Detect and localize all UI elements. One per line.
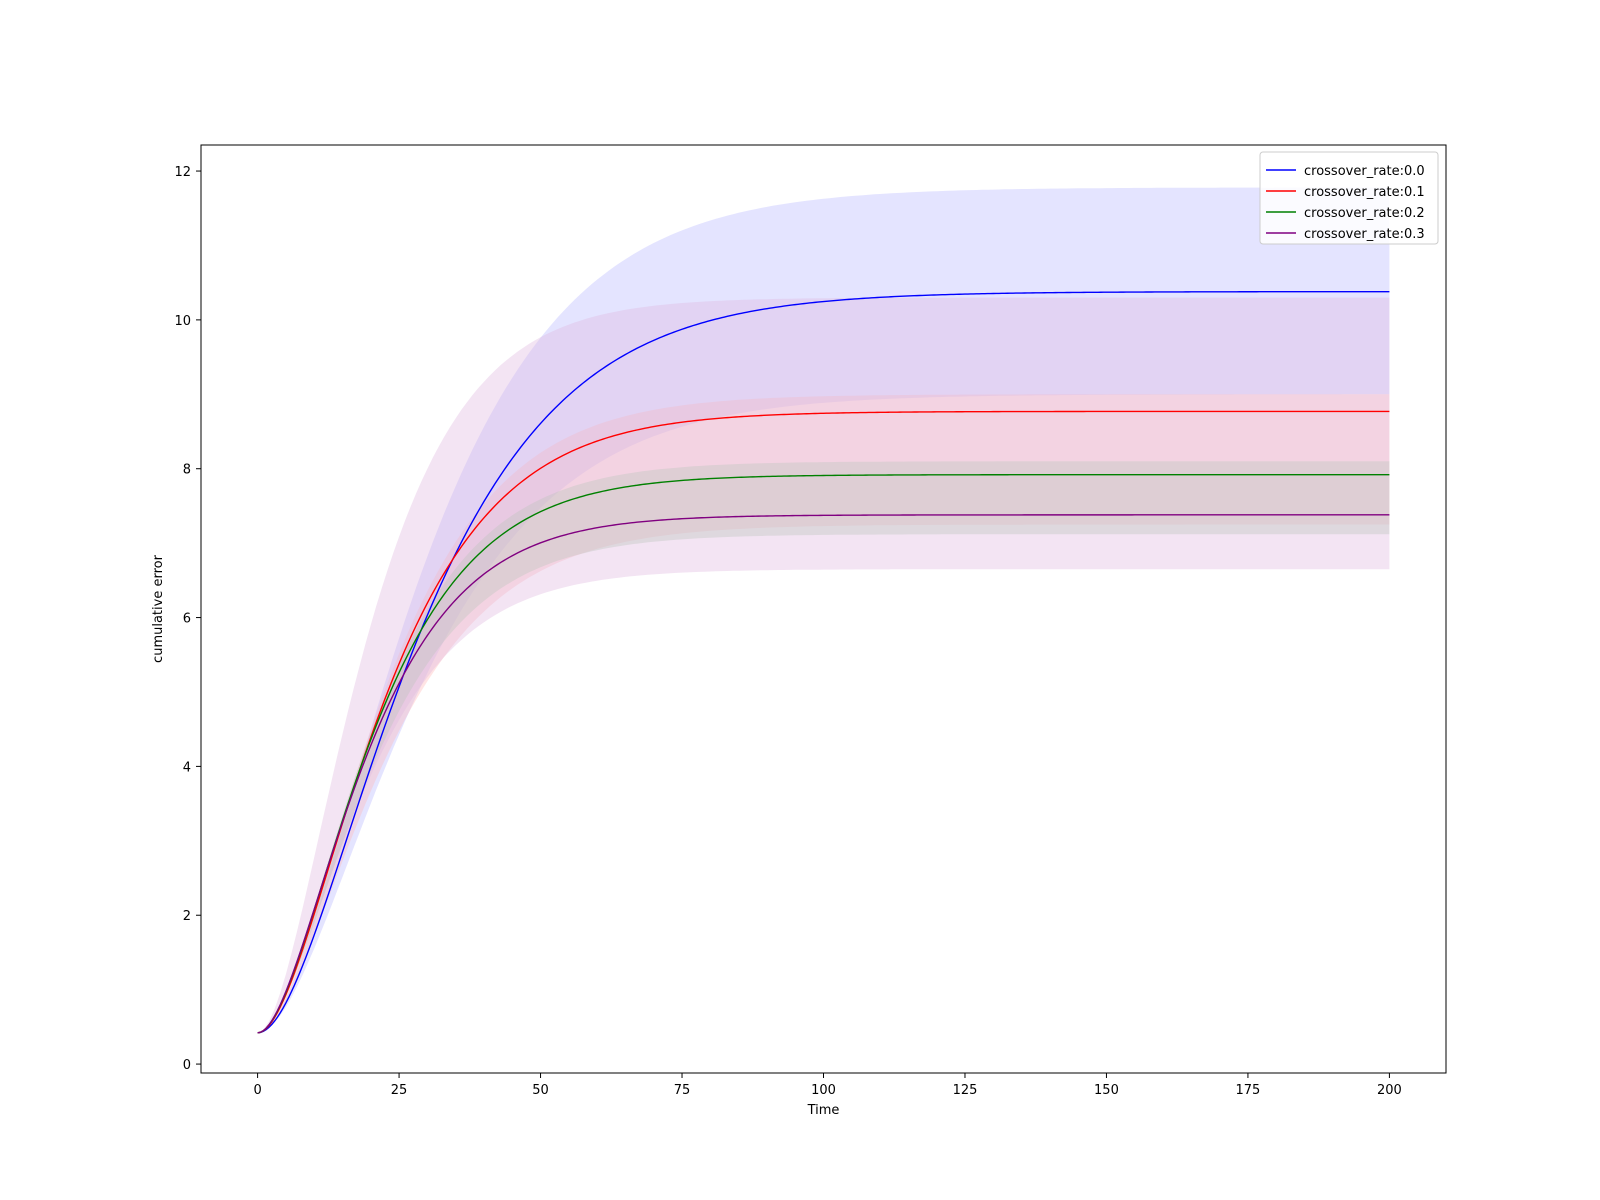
x-tick-label: 100 [811, 1083, 836, 1098]
legend-box [1259, 151, 1439, 245]
x-tick-label: 200 [1377, 1083, 1402, 1098]
y-tick-label: 12 [174, 165, 191, 180]
x-tick-label: 0 [253, 1083, 261, 1098]
error-band-0 [257, 187, 1390, 1033]
x-tick-label: 150 [1094, 1083, 1119, 1098]
y-tick-label: 8 [183, 463, 191, 478]
y-tick-label: 4 [183, 760, 191, 775]
series-line-3 [257, 514, 1390, 1034]
error-bands [257, 187, 1390, 1033]
x-tick-label: 75 [674, 1083, 691, 1098]
series-line-2 [257, 473, 1390, 1034]
legend-label-2: crossover_rate:0.2 [1304, 206, 1425, 221]
y-tick-label: 6 [183, 612, 191, 627]
y-tick-label: 10 [174, 314, 191, 329]
legend-label-1: crossover_rate:0.1 [1304, 185, 1425, 200]
series-line-1 [257, 410, 1390, 1034]
series-line-0 [257, 290, 1390, 1034]
series-lines [257, 290, 1390, 1034]
y-axis: 0 2 4 6 8 10 12 [174, 165, 201, 1073]
y-tick-label: 2 [183, 909, 191, 924]
y-axis-label: cumulative error [151, 554, 166, 663]
error-band-2 [257, 461, 1390, 1033]
x-tick-label: 25 [391, 1083, 408, 1098]
error-band-3 [257, 297, 1390, 1033]
x-tick-label: 125 [953, 1083, 978, 1098]
x-tick-label: 175 [1236, 1083, 1261, 1098]
legend: crossover_rate:0.0 crossover_rate:0.1cros… [1259, 151, 1439, 245]
x-tick-label: 50 [532, 1083, 549, 1098]
error-band-1 [257, 394, 1390, 1033]
x-axis: 0 25 50 75 100 125 150 175 200 [253, 1073, 1402, 1098]
x-axis-label: Time [807, 1103, 840, 1118]
legend-label-3: crossover_rate:0.3 [1304, 227, 1425, 242]
y-tick-label: 0 [183, 1058, 191, 1073]
legend-label-0: crossover_rate:0.0 [1304, 164, 1425, 179]
